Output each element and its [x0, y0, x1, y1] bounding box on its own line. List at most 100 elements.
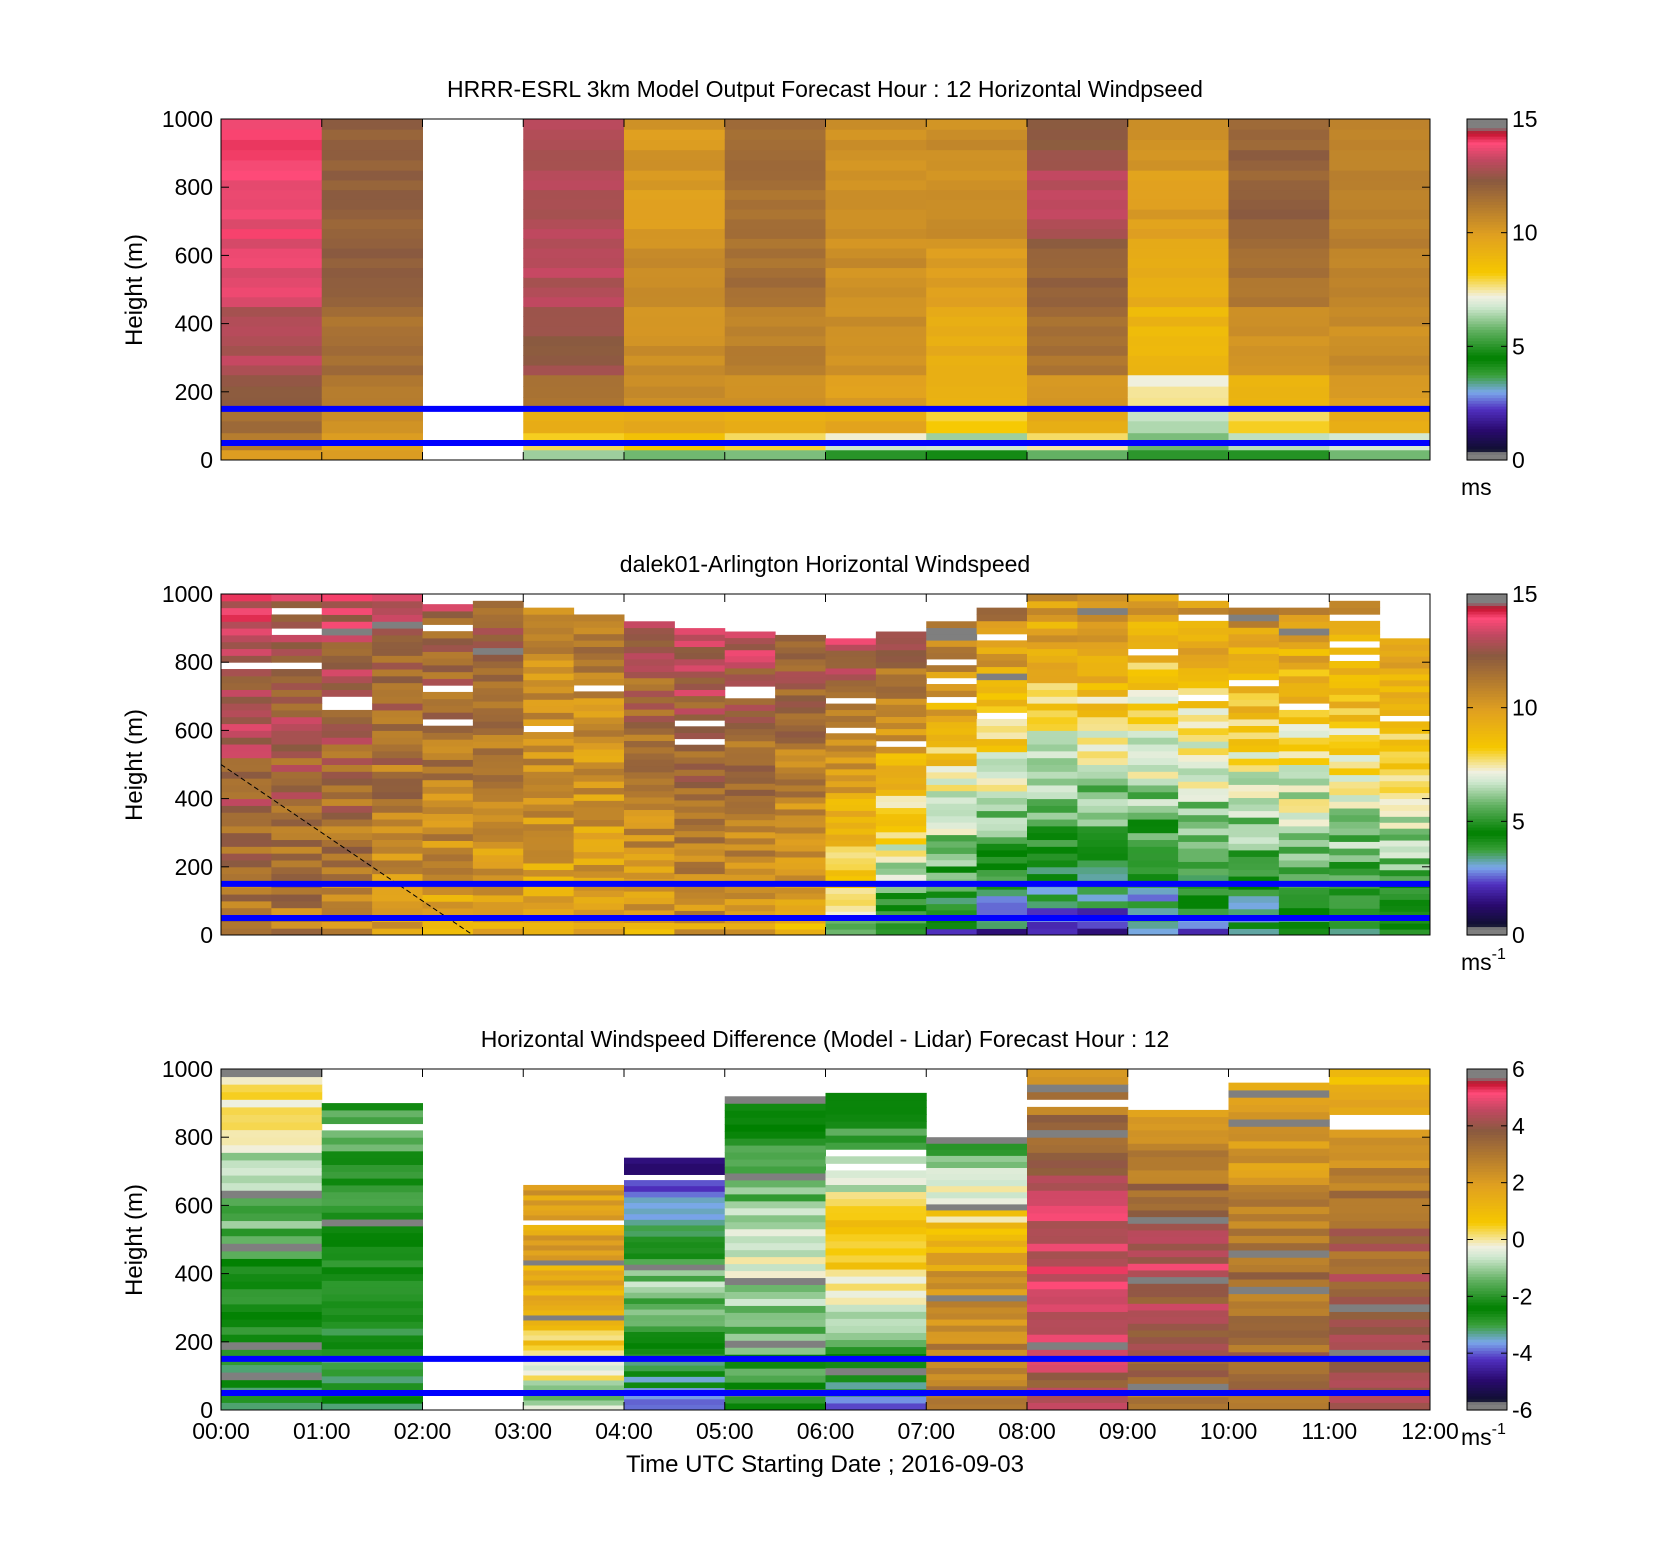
colorbar-unit: ms [1461, 474, 1492, 500]
model-cell [321, 189, 423, 200]
model-cell [1127, 355, 1229, 366]
lidar-cell [1178, 640, 1229, 649]
x-tick-label: 00:00 [192, 1418, 250, 1444]
difference-cell [221, 1190, 323, 1199]
difference-cell [1027, 1281, 1129, 1290]
model-cell [825, 432, 927, 442]
colorbar-segment [1467, 369, 1507, 373]
lidar-cell [372, 730, 423, 738]
lidar-cell [1127, 812, 1179, 820]
difference-cell [724, 1228, 826, 1237]
lidar-cell [221, 798, 272, 806]
difference-cell [1329, 1084, 1430, 1093]
lidar-cell [221, 894, 272, 902]
lidar-cell [775, 814, 826, 822]
model-cell [1027, 306, 1129, 317]
lidar-cell [825, 929, 877, 935]
panel-difference-title: Horizontal Windspeed Difference (Model -… [481, 1026, 1170, 1052]
lidar-cell [472, 674, 524, 682]
lidar-cell [422, 651, 474, 659]
lidar-cell [976, 725, 1028, 733]
lidar-cell [976, 876, 1028, 884]
lidar-cell [1027, 873, 1078, 881]
lidar-cell [724, 795, 776, 802]
colorbar-segment [1467, 312, 1507, 316]
model-cell [321, 306, 423, 317]
lidar-cell [1027, 805, 1078, 813]
lidar-cell [926, 847, 978, 854]
lidar-cell [1077, 894, 1129, 902]
difference-cell [825, 1212, 927, 1221]
lidar-cell [825, 662, 877, 669]
lidar-cell [1027, 641, 1078, 650]
colorbar-segment [1467, 815, 1507, 820]
difference-cell [1329, 1402, 1430, 1410]
colorbar-unit-exponent: -1 [1492, 946, 1506, 963]
model-cell [624, 179, 726, 191]
model-cell [724, 335, 826, 347]
colorbar-segment [1467, 303, 1507, 308]
colorbar-segment [1467, 130, 1507, 134]
difference-cell [1329, 1212, 1430, 1222]
colorbar-segment [1467, 252, 1507, 256]
model-cell [1228, 316, 1330, 327]
lidar-cell [825, 762, 877, 770]
lidar-cell [472, 734, 524, 742]
difference-cell [1027, 1341, 1129, 1350]
colorbar-segment [1467, 858, 1507, 862]
lidar-cell [976, 699, 1028, 707]
lidar-cell [372, 614, 423, 622]
colorbar-segment [1467, 1236, 1507, 1241]
model-cell [724, 129, 826, 140]
lidar-cell [775, 820, 826, 828]
lidar-cell [221, 873, 272, 881]
lidar-cell [926, 709, 978, 716]
colorbar-segment [1467, 1233, 1507, 1238]
colorbar-segment [1467, 232, 1507, 237]
lidar-cell [372, 709, 423, 718]
model-cell [1228, 397, 1330, 410]
lidar-cell [674, 701, 726, 709]
model-cell [523, 386, 625, 398]
model-cell [321, 449, 423, 460]
lidar-cell [775, 730, 826, 738]
lidar-cell [1228, 869, 1280, 877]
lidar-cell [422, 739, 474, 747]
colorbar-segment [1467, 787, 1507, 791]
lidar-cell [1127, 607, 1179, 615]
colorbar-segment [1467, 849, 1507, 854]
lidar-cell [825, 911, 877, 918]
lidar-cell [422, 698, 474, 706]
colorbar-segment [1467, 1103, 1507, 1107]
lidar-cell [775, 676, 826, 684]
difference-cell [926, 1264, 1028, 1272]
colorbar-segment [1467, 229, 1507, 234]
lidar-cell [624, 746, 675, 754]
lidar-cell [1178, 600, 1229, 609]
lidar-cell [573, 883, 625, 891]
model-cell [1027, 355, 1129, 366]
colorbar-segment [1467, 352, 1507, 356]
lidar-cell [1178, 647, 1229, 655]
colorbar-segment [1467, 1398, 1507, 1403]
lidar-cell [775, 646, 826, 654]
lidar-cell [1329, 761, 1381, 769]
lidar-cell [624, 790, 675, 798]
colorbar-tick-label: 0 [1512, 922, 1525, 948]
colorbar-segment [1467, 298, 1507, 302]
model-cell [1228, 296, 1330, 308]
difference-cell [825, 1198, 927, 1207]
lidar-cell [221, 607, 272, 615]
difference-cell [1027, 1296, 1129, 1305]
x-tick-label: 11:00 [1301, 1418, 1357, 1444]
lidar-cell [1077, 887, 1129, 895]
lidar-cell [976, 607, 1028, 615]
model-cell [926, 432, 1028, 442]
colorbar-segment [1467, 329, 1507, 333]
colorbar-segment [1467, 844, 1507, 848]
lidar-cell [1228, 718, 1280, 726]
difference-cell [1329, 1334, 1430, 1343]
difference-cell [1127, 1149, 1229, 1158]
lidar-cell [624, 765, 675, 773]
